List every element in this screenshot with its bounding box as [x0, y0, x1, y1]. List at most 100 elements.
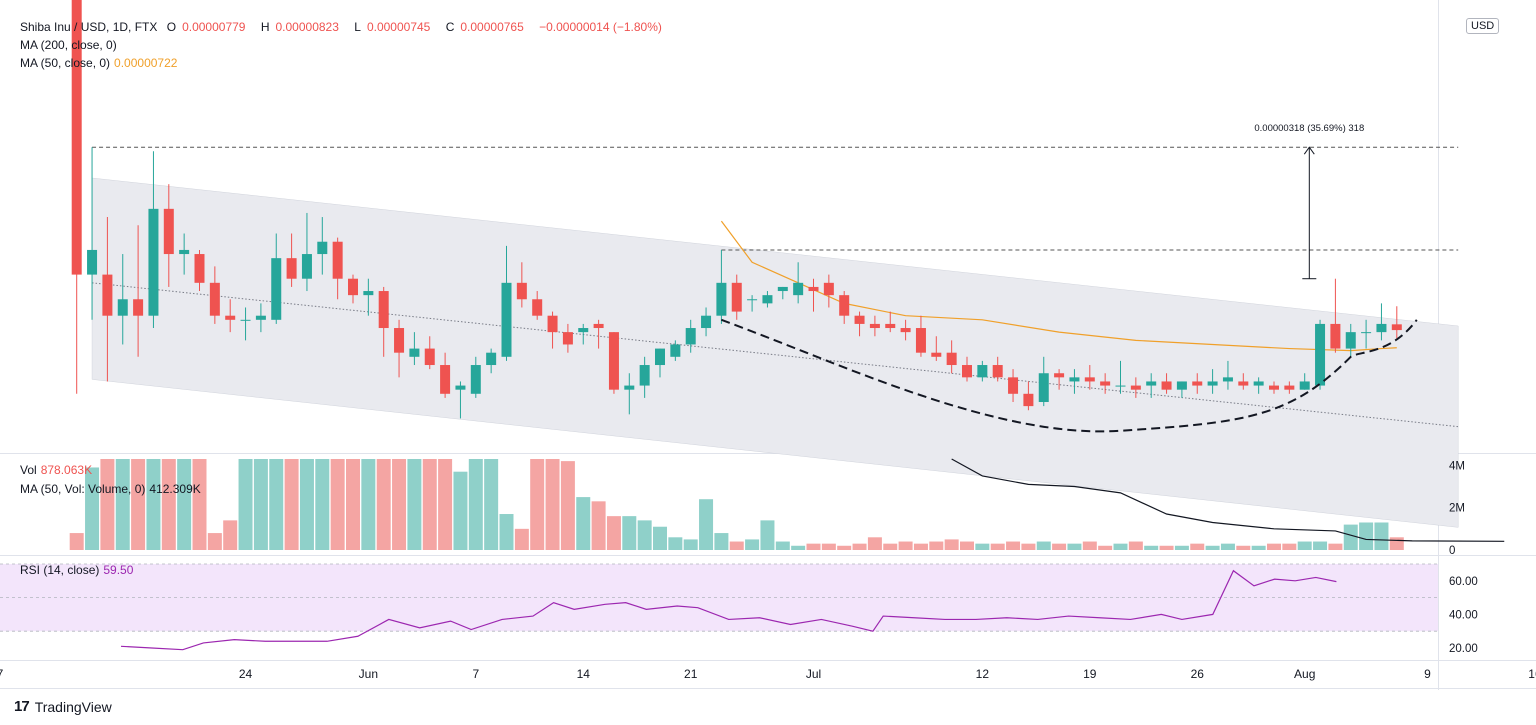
- candle-body: [1299, 381, 1310, 390]
- volume-bar: [898, 541, 913, 550]
- volume-bar: [745, 539, 760, 550]
- currency-badge[interactable]: USD: [1466, 18, 1500, 34]
- candle-body: [71, 0, 82, 275]
- candle-body: [1054, 373, 1065, 378]
- ma50-legend[interactable]: MA (50, close, 0) 0.00000722: [20, 56, 177, 70]
- volume-bar: [1267, 543, 1281, 550]
- candle-body: [424, 348, 435, 366]
- close-label: C: [445, 20, 455, 34]
- candle-body: [102, 274, 113, 316]
- candle-body: [854, 315, 865, 324]
- candle-body: [608, 332, 619, 390]
- candle-body: [762, 295, 773, 304]
- candle-body: [378, 291, 389, 329]
- candle-body: [1192, 381, 1203, 386]
- volume-bar: [1113, 543, 1128, 550]
- brand-name: TradingView: [34, 698, 112, 715]
- candle-body: [1284, 385, 1295, 390]
- volume-bar: [69, 533, 84, 550]
- candle-body: [317, 241, 328, 255]
- candle-body: [255, 315, 266, 320]
- volume-bar: [499, 514, 514, 550]
- candle-body: [332, 241, 343, 279]
- volume-bar: [1159, 545, 1174, 550]
- candle-body: [931, 352, 942, 357]
- volume-bar: [668, 537, 683, 550]
- volume-bar: [484, 459, 499, 550]
- volume-value: 878.063K: [40, 463, 93, 477]
- rsi-legend[interactable]: RSI (14, close) 59.50: [20, 563, 133, 577]
- candle-body: [1253, 381, 1264, 386]
- time-tick-label: 16: [1528, 667, 1536, 681]
- time-tick-label: 24: [239, 667, 253, 681]
- volume-bar: [330, 459, 345, 550]
- volume-bar: [683, 539, 698, 550]
- candle-body: [701, 315, 712, 329]
- volume-bar: [837, 545, 852, 550]
- candle-body: [194, 254, 205, 283]
- volume-bar: [85, 467, 100, 550]
- time-tick-label: 7: [0, 667, 4, 681]
- candle-body: [532, 299, 543, 316]
- volume-bar: [1098, 545, 1113, 550]
- volume-bar: [1328, 543, 1343, 550]
- volume-bar: [1313, 541, 1328, 550]
- rsi-tick-label: 20.00: [1449, 643, 1478, 655]
- candle-body: [685, 328, 696, 345]
- candle-body: [486, 352, 497, 366]
- volume-bar: [530, 459, 545, 550]
- volume-ma-legend[interactable]: MA (50, Vol: Volume, 0) 412.309K: [20, 482, 201, 496]
- cup-pattern-curve: [721, 318, 1418, 433]
- volume-bar: [315, 459, 330, 550]
- volume-bar: [299, 459, 314, 550]
- candle-body: [1023, 393, 1034, 407]
- low-label: L: [354, 20, 361, 34]
- ma50-value: 0.00000722: [114, 56, 178, 70]
- volume-bar: [346, 459, 360, 550]
- volume-bar: [468, 459, 483, 550]
- time-tick-label: 21: [684, 667, 698, 681]
- candle-body: [409, 348, 420, 357]
- ma50-label: MA (50, close, 0): [20, 56, 111, 70]
- volume-bar: [576, 497, 591, 550]
- volume-ma-value: 412.309K: [149, 482, 201, 496]
- volume-ma-label: MA (50, Vol: Volume, 0): [20, 482, 146, 496]
- symbol-label[interactable]: Shiba Inu / USD, 1D, FTX: [20, 20, 158, 34]
- volume-legend[interactable]: Vol 878.063K: [20, 463, 92, 477]
- volume-bar: [1251, 545, 1266, 550]
- volume-bar: [729, 541, 744, 550]
- candle-body: [808, 286, 819, 292]
- volume-bar: [115, 459, 130, 550]
- candle-body: [516, 282, 527, 300]
- open-label: O: [166, 20, 177, 34]
- tradingview-logo[interactable]: 17 TradingView: [14, 698, 112, 715]
- volume-bar: [622, 516, 637, 550]
- candle-body: [670, 344, 681, 357]
- candle-body: [593, 323, 604, 329]
- volume-bar: [913, 543, 928, 550]
- volume-bar: [775, 541, 790, 550]
- candle-body: [1391, 324, 1402, 331]
- volume-bar: [545, 459, 560, 550]
- measure-arrowhead: [1303, 146, 1315, 155]
- volume-bar: [1144, 545, 1159, 550]
- volume-bar: [1282, 543, 1297, 550]
- candle-body: [915, 328, 926, 353]
- candle-body: [1222, 377, 1233, 382]
- volume-bar: [791, 545, 806, 550]
- volume-bar: [1220, 543, 1235, 550]
- candle-body: [562, 332, 573, 345]
- candle-body: [1146, 381, 1157, 386]
- candle-body: [962, 365, 972, 378]
- ma200-legend[interactable]: MA (200, close, 0): [20, 38, 117, 52]
- volume-bar: [407, 459, 422, 550]
- volume-bar: [591, 501, 606, 550]
- chart-header: Shiba Inu / USD, 1D, FTX O 0.00000779 H 0.…: [20, 20, 668, 34]
- candle-body: [823, 282, 834, 296]
- candle-body: [547, 315, 558, 333]
- volume-bar: [100, 459, 115, 550]
- volume-bar: [514, 528, 529, 550]
- candle-body: [271, 258, 282, 320]
- change-value: −0.00000014 (−1.80%): [539, 20, 662, 34]
